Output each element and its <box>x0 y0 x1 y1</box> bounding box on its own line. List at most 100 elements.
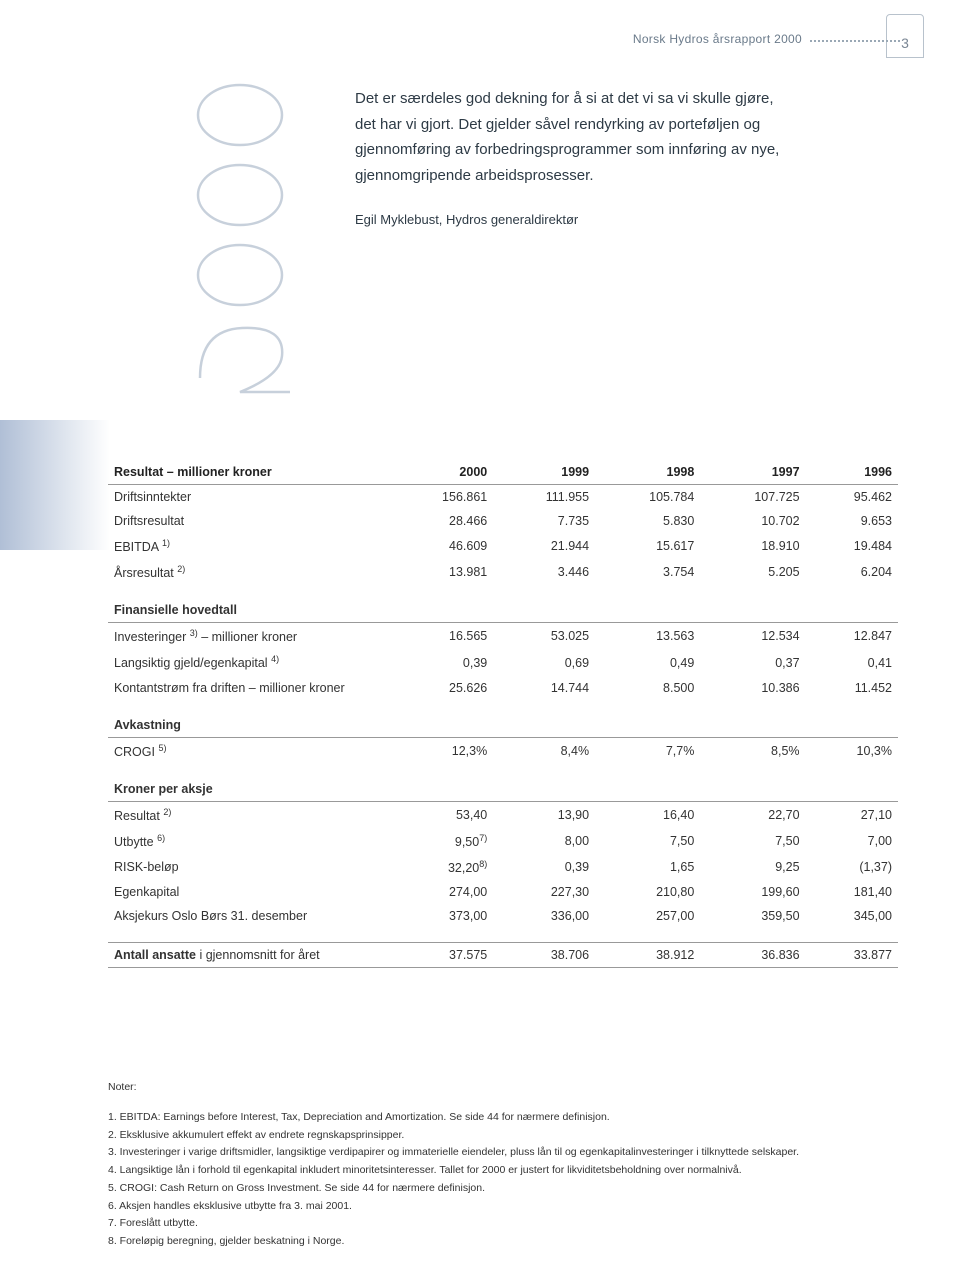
cell: 9,507) <box>388 828 493 854</box>
table-row: Driftsresultat28.4667.7355.83010.7029.65… <box>108 509 898 533</box>
cell: 10.386 <box>700 676 805 700</box>
cell: 53,40 <box>388 801 493 828</box>
cell: 9,25 <box>700 854 805 880</box>
cell: 257,00 <box>595 904 700 928</box>
cell: 105.784 <box>595 485 700 510</box>
cell: 37.575 <box>388 942 493 967</box>
table-row: Resultat 2)53,4013,9016,4022,7027,10 <box>108 801 898 828</box>
row-label: Egenkapital <box>108 880 388 904</box>
cell: 107.725 <box>700 485 805 510</box>
cell: 27,10 <box>806 801 898 828</box>
cell: 95.462 <box>806 485 898 510</box>
cell: 33.877 <box>806 942 898 967</box>
table-header-row: Resultat – millioner kroner 2000 1999 19… <box>108 460 898 485</box>
cell: 7.735 <box>493 509 595 533</box>
cell: 32,208) <box>388 854 493 880</box>
financial-table: Resultat – millioner kroner 2000 1999 19… <box>108 460 898 968</box>
note-item: 6. Aksjen handles eksklusive utbytte fra… <box>126 1199 898 1215</box>
cell: 13,90 <box>493 801 595 828</box>
note-item: 1. EBITDA: Earnings before Interest, Tax… <box>126 1110 898 1126</box>
header-row: Norsk Hydros årsrapport 2000 <box>633 32 900 46</box>
note-item: 4. Langsiktige lån i forhold til egenkap… <box>126 1163 898 1179</box>
cell: 1,65 <box>595 854 700 880</box>
cell: 10.702 <box>700 509 805 533</box>
notes-title: Noter: <box>108 1080 898 1096</box>
report-title: Norsk Hydros årsrapport 2000 <box>633 32 802 46</box>
cell: 181,40 <box>806 880 898 904</box>
cell: 25.626 <box>388 676 493 700</box>
cell: 16.565 <box>388 623 493 650</box>
cell: (1,37) <box>806 854 898 880</box>
cell: 28.466 <box>388 509 493 533</box>
cell: 345,00 <box>806 904 898 928</box>
cell: 0,49 <box>595 649 700 675</box>
section-heading: Finansielle hovedtall <box>108 585 898 623</box>
row-label: Langsiktig gjeld/egenkapital 4) <box>108 649 388 675</box>
cell: 38.706 <box>493 942 595 967</box>
table-row: Utbytte 6)9,507)8,007,507,507,00 <box>108 828 898 854</box>
table-row: Antall ansatte i gjennomsnitt for året37… <box>108 942 898 967</box>
quote-attribution: Egil Myklebust, Hydros generaldirektør <box>355 212 785 227</box>
cell: 9.653 <box>806 509 898 533</box>
col-label: Resultat – millioner kroner <box>108 460 388 485</box>
note-item: 7. Foreslått utbytte. <box>126 1216 898 1232</box>
cell: 274,00 <box>388 880 493 904</box>
col-year-4: 1996 <box>806 460 898 485</box>
cell: 19.484 <box>806 533 898 559</box>
cell: 11.452 <box>806 676 898 700</box>
notes-list: 1. EBITDA: Earnings before Interest, Tax… <box>108 1110 898 1250</box>
cell: 12.534 <box>700 623 805 650</box>
row-label: Investeringer 3) – millioner kroner <box>108 623 388 650</box>
section-heading-row: Avkastning <box>108 700 898 738</box>
cell: 38.912 <box>595 942 700 967</box>
cell: 0,37 <box>700 649 805 675</box>
row-label: Antall ansatte i gjennomsnitt for året <box>108 942 388 967</box>
col-year-1: 1999 <box>493 460 595 485</box>
row-label: Driftsresultat <box>108 509 388 533</box>
table-row: Langsiktig gjeld/egenkapital 4)0,390,690… <box>108 649 898 675</box>
row-label: Resultat 2) <box>108 801 388 828</box>
table-row: Egenkapital274,00227,30210,80199,60181,4… <box>108 880 898 904</box>
row-label: Driftsinntekter <box>108 485 388 510</box>
table-head: Resultat – millioner kroner 2000 1999 19… <box>108 460 898 485</box>
row-label: Årsresultat 2) <box>108 559 388 585</box>
cell: 5.205 <box>700 559 805 585</box>
cell: 16,40 <box>595 801 700 828</box>
cell: 8.500 <box>595 676 700 700</box>
cell: 0,69 <box>493 649 595 675</box>
table-row: Aksjekurs Oslo Børs 31. desember373,0033… <box>108 904 898 928</box>
cell: 336,00 <box>493 904 595 928</box>
table-row: CROGI 5)12,3%8,4%7,7%8,5%10,3% <box>108 737 898 764</box>
cell: 7,50 <box>700 828 805 854</box>
quote-text: Det er særdeles god dekning for å si at … <box>355 86 785 188</box>
cell: 22,70 <box>700 801 805 828</box>
cell: 5.830 <box>595 509 700 533</box>
table-row: Investeringer 3) – millioner kroner16.56… <box>108 623 898 650</box>
table-row: RISK-beløp32,208)0,391,659,25(1,37) <box>108 854 898 880</box>
cell: 13.981 <box>388 559 493 585</box>
cell: 156.861 <box>388 485 493 510</box>
row-label: CROGI 5) <box>108 737 388 764</box>
cell: 227,30 <box>493 880 595 904</box>
row-label: EBITDA 1) <box>108 533 388 559</box>
cell: 13.563 <box>595 623 700 650</box>
section-heading-row: Finansielle hovedtall <box>108 585 898 623</box>
cell: 111.955 <box>493 485 595 510</box>
cell: 18.910 <box>700 533 805 559</box>
cell: 12,3% <box>388 737 493 764</box>
cell: 8,4% <box>493 737 595 764</box>
cell: 36.836 <box>700 942 805 967</box>
cell: 10,3% <box>806 737 898 764</box>
cell: 53.025 <box>493 623 595 650</box>
cell: 8,00 <box>493 828 595 854</box>
cell: 0,39 <box>388 649 493 675</box>
note-item: 5. CROGI: Cash Return on Gross Investmen… <box>126 1181 898 1197</box>
cell: 12.847 <box>806 623 898 650</box>
cell: 0,41 <box>806 649 898 675</box>
table-row: EBITDA 1)46.60921.94415.61718.91019.484 <box>108 533 898 559</box>
table-row: Driftsinntekter156.861111.955105.784107.… <box>108 485 898 510</box>
note-item: 2. Eksklusive akkumulert effekt av endre… <box>126 1128 898 1144</box>
cell: 7,00 <box>806 828 898 854</box>
cell: 8,5% <box>700 737 805 764</box>
cell: 7,50 <box>595 828 700 854</box>
